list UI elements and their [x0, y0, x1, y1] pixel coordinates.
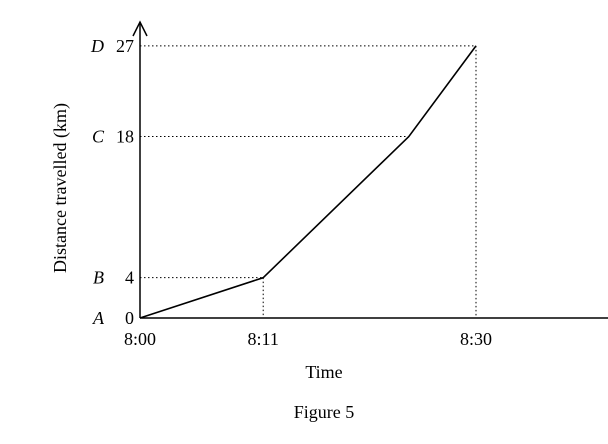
- distance-series-line: [139, 45, 477, 319]
- y-tick-label-0: 0: [125, 308, 134, 328]
- point-letter-A: A: [92, 308, 105, 328]
- y-axis-arrowhead: [132, 20, 148, 37]
- figure-caption: Figure 5: [294, 402, 355, 422]
- y-tick-label-18: 18: [116, 127, 134, 147]
- y-tick-label-4: 4: [125, 268, 134, 288]
- y-tick-labels: A 0 B 4 C 18 D 27: [90, 36, 134, 328]
- x-tick-label-800: 8:00: [124, 329, 156, 349]
- point-letter-C: C: [92, 127, 105, 147]
- y-tick-label-27: 27: [116, 36, 134, 56]
- x-tick-label-811: 8:11: [248, 329, 279, 349]
- axes: [132, 20, 608, 319]
- x-tick-labels: 8:00 8:11 8:30: [124, 329, 492, 349]
- x-tick-label-830: 8:30: [460, 329, 492, 349]
- point-letter-D: D: [90, 36, 104, 56]
- y-axis-title: Distance travelled (km): [50, 103, 71, 273]
- dotted-guide-lines: [140, 45, 477, 318]
- x-axis-title: Time: [305, 362, 342, 382]
- point-letter-B: B: [93, 268, 104, 288]
